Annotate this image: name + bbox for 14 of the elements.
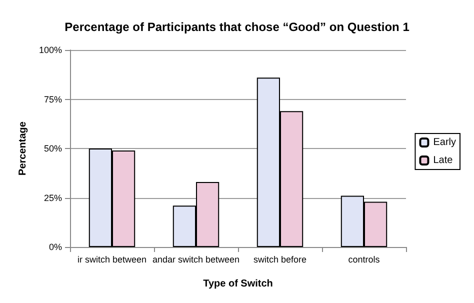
y-tick-label: 100% <box>38 45 62 55</box>
y-tick-label: 0% <box>48 242 62 252</box>
x-axis-title: Type of Switch <box>203 278 273 290</box>
legend-label: Late <box>433 155 454 166</box>
x-tick-label: ir switch between <box>77 254 147 264</box>
x-tick-label: controls <box>348 254 380 264</box>
x-tick-label: andar switch between <box>152 254 240 264</box>
x-tick-label: switch before <box>253 254 307 264</box>
legend-label: Early <box>433 137 456 148</box>
y-tick-label: 25% <box>44 192 62 203</box>
y-tick-label: 50% <box>44 144 62 154</box>
y-tick-label: 75% <box>44 94 62 104</box>
y-axis-title: Percentage <box>18 121 29 176</box>
chart-title: Percentage of Participants that chose “Good” on Question 1 <box>64 20 410 34</box>
